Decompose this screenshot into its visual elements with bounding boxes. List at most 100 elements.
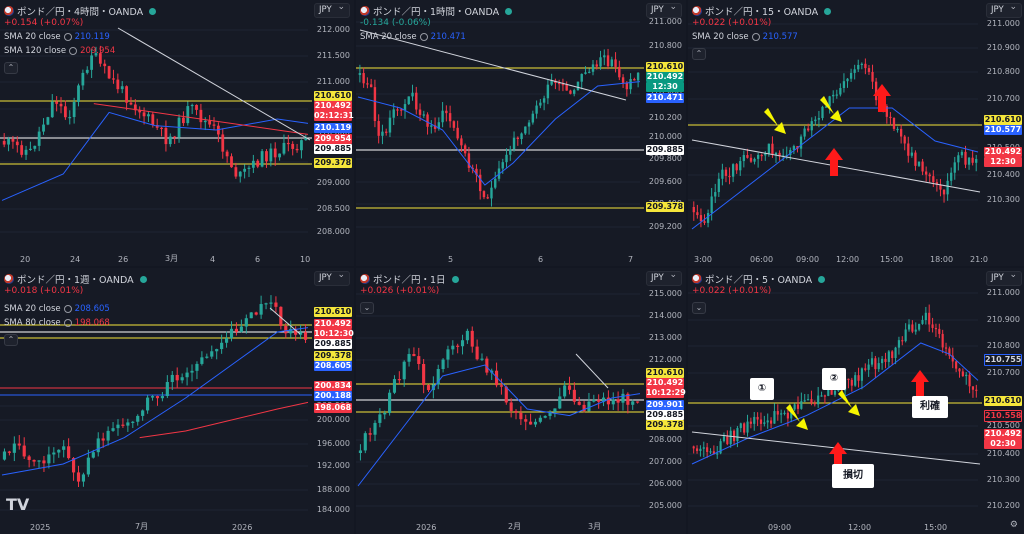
price-axis[interactable]: 211.000210.800210.600210.400210.200210.0… bbox=[642, 0, 686, 266]
candle-body bbox=[480, 358, 484, 360]
collapse-legend-button[interactable]: ⌄ bbox=[692, 302, 706, 314]
tradingview-logo[interactable]: TV bbox=[6, 495, 30, 514]
candle-body bbox=[941, 333, 944, 348]
candle-body bbox=[606, 55, 610, 67]
candle-body bbox=[717, 178, 720, 193]
candle-body bbox=[448, 113, 452, 122]
chart-panel-1h[interactable]: ポンド／円・1時間・OANDA -0.134 (-0.06%) SMA 20 c… bbox=[356, 0, 686, 266]
candle-body bbox=[2, 451, 7, 460]
indicator-settings-icon[interactable] bbox=[63, 318, 72, 327]
sma20-legend[interactable]: SMA 20 close 210.119 bbox=[4, 32, 110, 42]
candle-body bbox=[953, 162, 956, 173]
candle-body bbox=[904, 329, 907, 342]
candle-body bbox=[478, 174, 482, 192]
chart-header: ポンド／円・4時間・OANDA bbox=[4, 4, 157, 18]
chart-canvas-15m[interactable] bbox=[688, 0, 1024, 266]
chart-settings-icon[interactable]: ⚙ bbox=[1009, 520, 1018, 530]
collapse-legend-button[interactable]: ⌃ bbox=[4, 334, 18, 346]
chart-canvas-5m[interactable] bbox=[688, 268, 1024, 534]
candle-body bbox=[603, 55, 606, 58]
sma80-legend[interactable]: SMA 80 close 198.068 bbox=[4, 318, 110, 328]
candle-body bbox=[753, 158, 756, 162]
chart-panel-1d[interactable]: ポンド／円・1日 +0.026 (+0.01%) ⌄ JPY 215.000 21… bbox=[356, 268, 686, 534]
price-axis[interactable]: 208.000200.000196.000192.000188.000184.0… bbox=[310, 268, 354, 534]
indicator-settings-icon[interactable] bbox=[419, 32, 428, 41]
price-tag: 209.901 bbox=[646, 400, 684, 410]
sma-line bbox=[357, 81, 641, 186]
currency-select[interactable]: JPY bbox=[986, 1, 1022, 18]
currency-select[interactable]: JPY bbox=[646, 269, 682, 286]
candle-body bbox=[714, 192, 717, 197]
candle-body bbox=[610, 59, 614, 67]
candle-body bbox=[27, 456, 31, 460]
candle-body bbox=[208, 120, 212, 125]
candle-body bbox=[968, 374, 971, 387]
candle-body bbox=[833, 390, 837, 395]
candle-body bbox=[810, 399, 813, 404]
candle-body bbox=[195, 104, 198, 110]
symbol-title[interactable]: ポンド／円・1時間・OANDA bbox=[373, 7, 500, 18]
candle-body bbox=[519, 412, 523, 420]
price-axis[interactable]: 211.000210.900210.800210.700210.600210.5… bbox=[980, 268, 1024, 534]
chart-canvas-1w[interactable] bbox=[0, 268, 354, 534]
candle-body bbox=[254, 312, 258, 315]
symbol-title[interactable]: ポンド／円・5・OANDA bbox=[705, 275, 813, 286]
candle-body bbox=[742, 155, 745, 162]
chart-canvas-4h[interactable] bbox=[0, 0, 354, 266]
candle-body bbox=[614, 59, 617, 67]
candle-body bbox=[199, 109, 203, 123]
candle-body bbox=[426, 385, 431, 391]
sma20-legend[interactable]: SMA 20 close 208.605 bbox=[4, 304, 110, 314]
candle-body bbox=[224, 338, 229, 343]
currency-select[interactable]: JPY bbox=[986, 269, 1022, 286]
symbol-title[interactable]: ポンド／円・4時間・OANDA bbox=[17, 7, 144, 18]
currency-select[interactable]: JPY bbox=[314, 269, 350, 286]
candle-body bbox=[903, 136, 906, 144]
price-change: +0.022 (+0.01%) bbox=[692, 286, 772, 296]
candle-body bbox=[539, 102, 542, 106]
indicator-settings-icon[interactable] bbox=[69, 46, 78, 55]
chart-canvas-1h[interactable] bbox=[356, 0, 686, 266]
currency-select[interactable]: JPY bbox=[314, 1, 350, 18]
candle-body bbox=[260, 151, 264, 167]
sma20-legend[interactable]: SMA 20 close 210.577 bbox=[692, 32, 798, 42]
price-axis[interactable]: 211.000210.900210.800210.700210.600210.5… bbox=[980, 0, 1024, 266]
candle-body bbox=[291, 143, 295, 149]
symbol-title[interactable]: ポンド／円・1週・OANDA bbox=[17, 275, 134, 286]
chart-panel-4h[interactable]: ポンド／円・4時間・OANDA +0.154 (+0.07%) SMA 20 c… bbox=[0, 0, 354, 266]
trend-line bbox=[117, 27, 311, 141]
symbol-title[interactable]: ポンド／円・15・OANDA bbox=[705, 7, 819, 18]
price-tick: 210.300 bbox=[986, 475, 1020, 484]
candle-body bbox=[212, 124, 216, 126]
chart-panel-5m[interactable]: ポンド／円・5・OANDA +0.022 (+0.01%) ⌄ JPY 211.… bbox=[688, 268, 1024, 534]
chart-canvas-1d[interactable] bbox=[356, 268, 686, 534]
candle-body bbox=[388, 117, 392, 133]
candle-body bbox=[786, 412, 789, 419]
price-tag: 210.558 bbox=[984, 410, 1022, 422]
chart-panel-1w[interactable]: ポンド／円・1週・OANDA +0.018 (+0.01%) SMA 20 cl… bbox=[0, 268, 354, 534]
candle-body bbox=[558, 396, 562, 409]
candle-body bbox=[621, 77, 625, 83]
price-axis[interactable]: 215.000214.000213.000212.000211.000208.0… bbox=[642, 268, 686, 534]
chart-panel-15m[interactable]: ポンド／円・15・OANDA +0.022 (+0.01%) SMA 20 cl… bbox=[688, 0, 1024, 266]
collapse-legend-button[interactable]: ⌃ bbox=[4, 62, 18, 74]
currency-select[interactable]: JPY bbox=[646, 1, 682, 18]
indicator-settings-icon[interactable] bbox=[63, 32, 72, 41]
candle-body bbox=[243, 168, 247, 172]
candle-body bbox=[234, 328, 239, 332]
sma20-legend[interactable]: SMA 20 close 210.471 bbox=[360, 32, 466, 42]
candle-body bbox=[512, 137, 516, 150]
sma120-legend[interactable]: SMA 120 close 209.954 bbox=[4, 46, 116, 56]
candle-body bbox=[205, 356, 209, 358]
candle-body bbox=[182, 117, 185, 124]
candle-body bbox=[576, 81, 580, 91]
entry-arrow bbox=[820, 96, 842, 122]
indicator-settings-icon[interactable] bbox=[63, 304, 72, 313]
price-axis[interactable]: 212.000211.500211.000210.500210.000209.5… bbox=[310, 0, 354, 266]
candle-body bbox=[535, 105, 538, 114]
indicator-settings-icon[interactable] bbox=[751, 32, 760, 41]
symbol-title[interactable]: ポンド／円・1日 bbox=[373, 275, 446, 286]
candle-body bbox=[146, 397, 150, 411]
collapse-legend-button[interactable]: ⌃ bbox=[692, 48, 706, 60]
collapse-legend-button[interactable]: ⌄ bbox=[360, 302, 374, 314]
